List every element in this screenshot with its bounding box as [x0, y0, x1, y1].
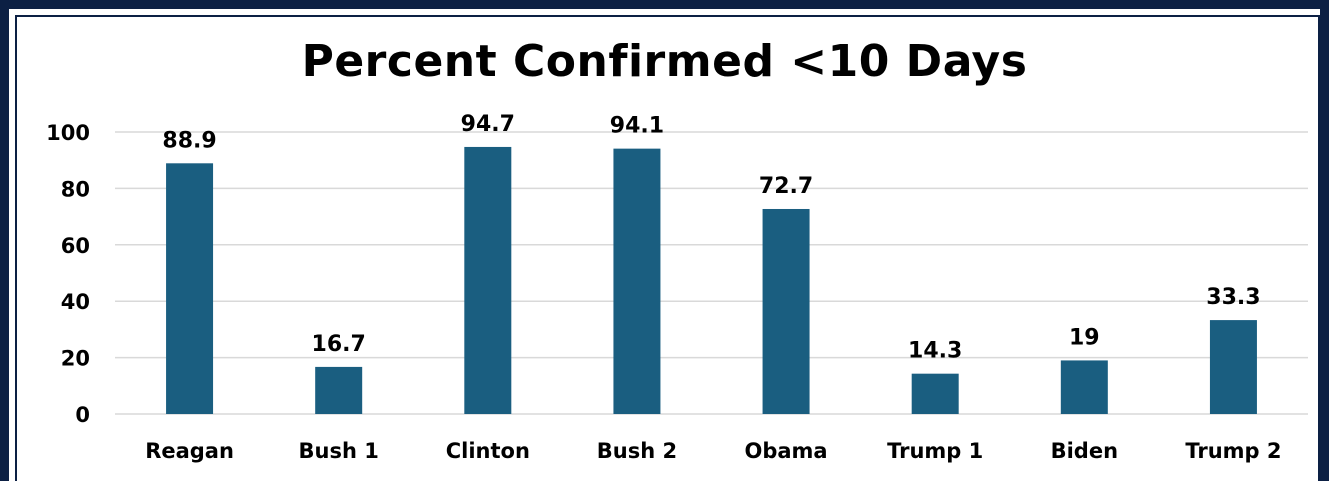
x-category-label: Trump 2	[1185, 439, 1281, 463]
bar	[166, 163, 214, 414]
bar-value-label: 16.7	[312, 332, 366, 357]
y-axis-ticks: 0 20 40 60 80 100	[46, 121, 90, 427]
y-tick-label: 40	[61, 290, 90, 314]
x-category-label: Bush 1	[299, 439, 379, 463]
bar	[1060, 360, 1108, 414]
bar-value-label: 72.7	[759, 174, 813, 199]
value-labels: 88.9 16.7 94.7 94.1 72.7 14.3 19 33.3	[162, 112, 1260, 364]
bar	[911, 373, 959, 414]
bar-value-label: 94.1	[610, 114, 664, 139]
x-category-label: Obama	[745, 439, 828, 463]
x-category-label: Biden	[1051, 439, 1118, 463]
y-tick-label: 80	[61, 177, 90, 201]
chart-title: Percent Confirmed <10 Days	[301, 36, 1028, 87]
bars	[166, 146, 1257, 415]
y-tick-label: 20	[61, 347, 90, 371]
bar-value-label: 14.3	[908, 339, 962, 364]
bar	[762, 208, 810, 414]
x-category-label: Clinton	[446, 439, 530, 463]
x-axis-categories: Reagan Bush 1 Clinton Bush 2 Obama Trump 1 Bid…	[145, 439, 1281, 463]
bar	[613, 148, 661, 414]
x-category-label: Bush 2	[597, 439, 677, 463]
y-tick-label: 0	[75, 403, 90, 427]
bar	[464, 146, 512, 415]
gridlines	[115, 131, 1308, 415]
x-category-label: Reagan	[145, 439, 234, 463]
frame-inner-top-line	[15, 15, 1320, 17]
bar-value-label: 94.7	[461, 112, 515, 137]
x-category-label: Trump 1	[887, 439, 983, 463]
bar-value-label: 33.3	[1206, 285, 1260, 310]
frame-inner-right-line	[1318, 15, 1320, 481]
bar	[315, 366, 363, 414]
y-tick-label: 100	[46, 121, 90, 145]
bar	[1209, 320, 1257, 414]
frame-inner-left-line	[15, 15, 17, 481]
bar-value-label: 88.9	[162, 128, 216, 153]
y-tick-label: 60	[61, 234, 90, 258]
bar-value-label: 19	[1069, 325, 1100, 350]
